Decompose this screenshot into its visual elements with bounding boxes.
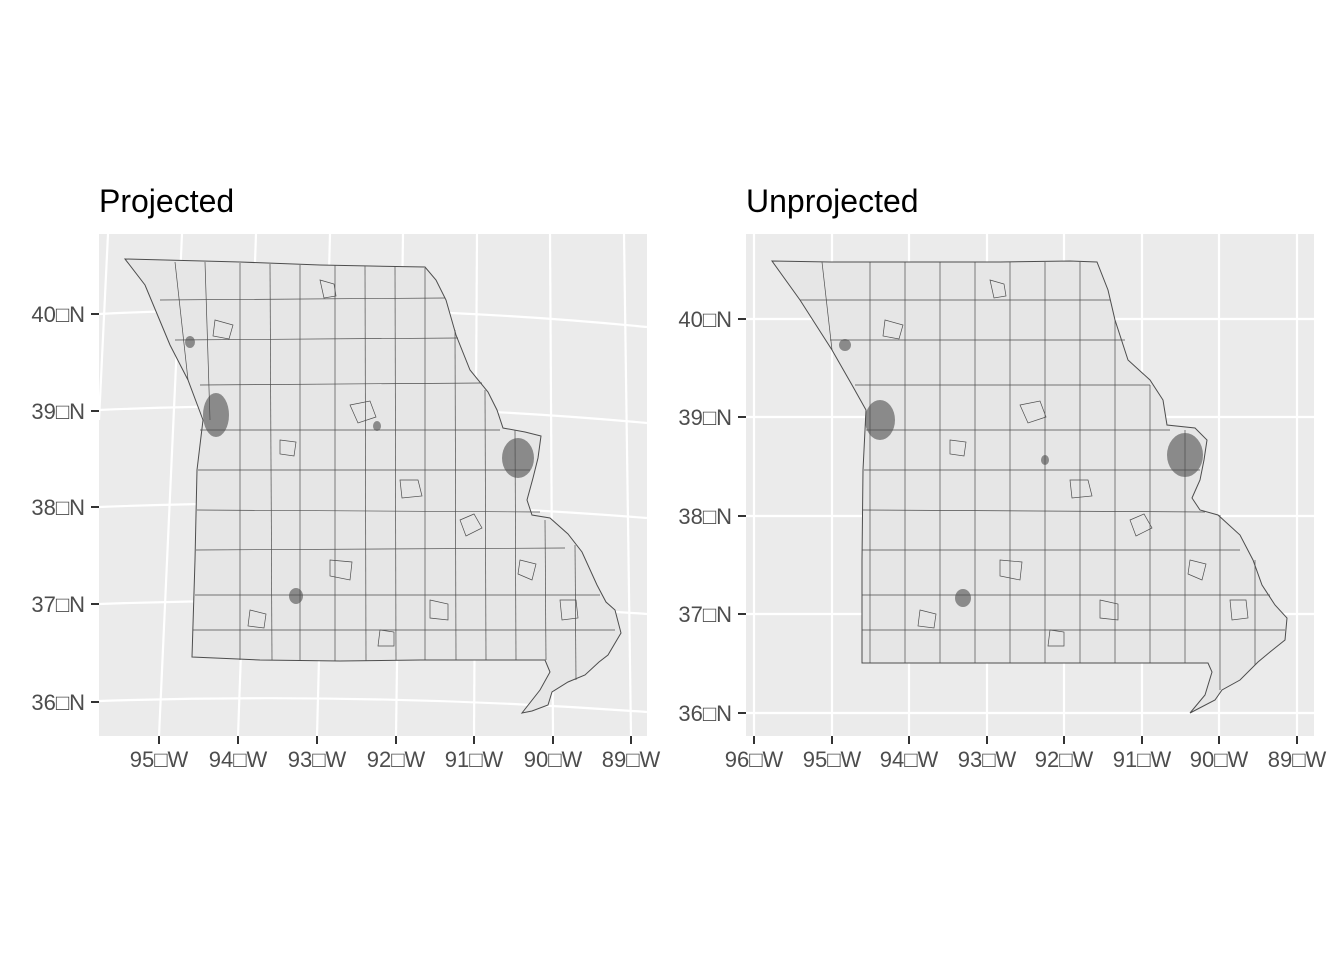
unprojected-x-tick-label: 92□W [1035, 747, 1094, 772]
projected-x-tick-label: 94□W [209, 747, 268, 772]
unprojected-urban-clusters [839, 339, 1203, 607]
unprojected-y-tick-label: 39□N [678, 405, 732, 430]
projected-y-axis [91, 313, 99, 703]
unprojected-x-tick-label: 91□W [1113, 747, 1172, 772]
unprojected-x-tick-label: 95□W [803, 747, 862, 772]
projected-x-tick-label: 90□W [524, 747, 583, 772]
projected-state-outline [123, 258, 622, 714]
projected-x-tick-label: 89□W [602, 747, 661, 772]
unprojected-map-title: Unprojected [746, 183, 919, 219]
projected-y-tick-label: 38□N [31, 495, 85, 520]
projected-graticule-lon-89 [622, 234, 633, 736]
unprojected-x-tick-label: 93□W [958, 747, 1017, 772]
unprojected-y-tick-label: 37□N [678, 602, 732, 627]
projected-y-tick-label: 39□N [31, 399, 85, 424]
unprojected-y-tick-label: 36□N [678, 701, 732, 726]
unprojected-x-tick-label: 90□W [1190, 747, 1249, 772]
projected-urban-clusters [185, 336, 534, 604]
unprojected-y-tick-label: 40□N [678, 307, 732, 332]
unprojected-x-axis [753, 736, 1298, 744]
projected-graticule-lat-36 [99, 697, 647, 714]
projected-x-tick-label: 91□W [445, 747, 504, 772]
projected-x-tick-label: 93□W [288, 747, 347, 772]
projected-x-axis [158, 736, 632, 744]
unprojected-x-tick-label: 96□W [725, 747, 784, 772]
unprojected-x-tick-label: 94□W [880, 747, 939, 772]
projected-graticule-lon-west-edge [99, 234, 110, 421]
unprojected-x-tick-label: 89□W [1268, 747, 1327, 772]
unprojected-y-axis [738, 318, 746, 714]
unprojected-y-tick-label: 38□N [678, 504, 732, 529]
projected-x-tick-label: 95□W [130, 747, 189, 772]
unprojected-county-tract-boundaries [800, 261, 1285, 690]
projected-y-tick-label: 37□N [31, 592, 85, 617]
projected-y-tick-label: 40□N [31, 302, 85, 327]
projected-county-tract-boundaries [159, 261, 615, 681]
projected-y-tick-label: 36□N [31, 690, 85, 715]
projected-x-tick-label: 92□W [367, 747, 426, 772]
projected-map-title: Projected [99, 183, 235, 219]
